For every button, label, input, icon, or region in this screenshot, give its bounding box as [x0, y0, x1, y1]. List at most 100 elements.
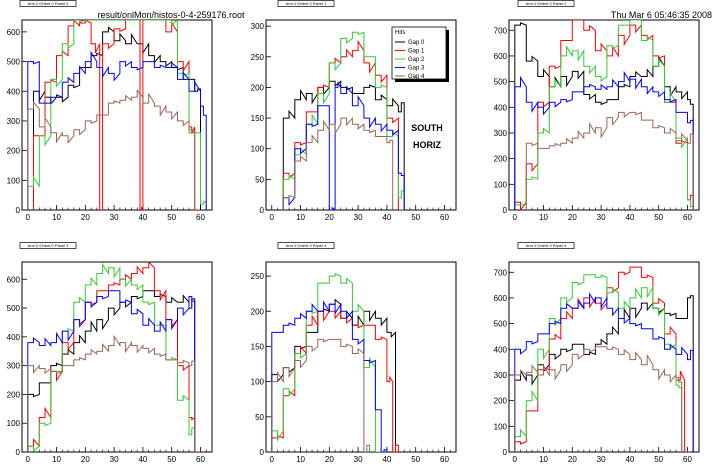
x-tick-label: 10	[296, 455, 305, 464]
y-tick-label: 400	[7, 87, 21, 96]
y-tick-label: 150	[251, 342, 265, 351]
panel-title: Arm 0 Orient 0 Panel 3	[28, 243, 69, 248]
x-tick-label: 30	[354, 213, 363, 222]
x-tick-label: 10	[539, 455, 548, 464]
x-tick-label: 30	[597, 455, 606, 464]
y-tick-label: 200	[251, 83, 265, 92]
series-gap-2-line	[514, 274, 683, 452]
y-tick-label: 500	[494, 78, 508, 87]
series-gap-4-line	[271, 338, 371, 452]
horiz-label: HORIZ	[413, 140, 442, 150]
series-gap-0-line	[27, 290, 196, 452]
plot-frame	[21, 261, 213, 453]
y-tick-label: 300	[494, 371, 508, 380]
x-tick-label: 30	[110, 213, 119, 222]
panel-4: Arm 0 Orient 0 Panel 4 0 10 20 30 40 50 60 0 50 10…	[240, 240, 476, 464]
x-tick-label: 10	[52, 213, 61, 222]
panel-title-box	[517, 242, 575, 249]
series-gap-4-line	[525, 111, 694, 210]
y-tick-label: 500	[7, 58, 21, 67]
x-tick-label: 20	[568, 455, 577, 464]
x-tick-label: 40	[138, 213, 147, 222]
panel-5: Arm 0 Orient 0 Panel 50 10 20 30 40 50 6001002…	[480, 240, 719, 464]
x-tick-label: 60	[683, 455, 692, 464]
panel-frame	[480, 240, 719, 464]
x-tick-label: 60	[440, 213, 449, 222]
x-tick-label: 50	[654, 455, 663, 464]
series-gap-4-line	[514, 346, 683, 452]
y-tick-label: 50	[255, 413, 264, 422]
y-tick-label: 100	[494, 180, 508, 189]
panel-title: Arm 0 Orient 0 Panel 2	[526, 1, 567, 6]
south-label: SOUTH	[411, 123, 443, 133]
series-gap-4-line	[27, 88, 196, 210]
y-tick-label: 0	[503, 448, 508, 457]
x-tick-label: 20	[325, 455, 334, 464]
y-tick-label: 300	[251, 22, 265, 31]
series-gap-3-line	[27, 290, 196, 452]
panel-title-box	[19, 242, 77, 249]
y-tick-label: 400	[7, 333, 21, 342]
legend-title: Hits	[395, 30, 405, 36]
legend-entry-label: Gap 4	[408, 74, 425, 80]
y-tick-label: 100	[494, 422, 508, 431]
panel-title-box	[517, 0, 575, 7]
y-tick-label: 0	[260, 448, 265, 457]
y-tick-label: 200	[7, 147, 21, 156]
plot-frame	[508, 261, 700, 453]
x-tick-label: 50	[167, 213, 176, 222]
legend-entry-label: Gap 1	[408, 49, 425, 55]
x-tick-label: 40	[625, 455, 634, 464]
y-tick-label: 600	[7, 28, 21, 37]
y-tick-label: 100	[251, 378, 265, 387]
y-tick-label: 150	[251, 114, 265, 123]
y-tick-label: 200	[251, 307, 265, 316]
x-tick-label: 60	[440, 455, 449, 464]
x-tick-label: 30	[597, 213, 606, 222]
x-tick-label: 0	[513, 455, 518, 464]
y-tick-label: 200	[7, 390, 21, 399]
series-gap-3-line	[27, 50, 207, 210]
x-tick-label: 20	[81, 213, 90, 222]
x-tick-label: 0	[26, 213, 31, 222]
y-tick-label: 600	[494, 52, 508, 61]
y-tick-label: 250	[251, 53, 265, 62]
x-tick-label: 0	[26, 455, 31, 464]
series-gap-3-line	[514, 292, 694, 452]
y-tick-label: 700	[494, 26, 508, 35]
y-tick-label: 300	[7, 362, 21, 371]
panel-frame	[0, 240, 236, 464]
y-tick-label: 500	[494, 320, 508, 329]
x-tick-label: 40	[625, 213, 634, 222]
x-tick-label: 30	[354, 455, 363, 464]
x-tick-label: 10	[52, 455, 61, 464]
x-tick-label: 50	[167, 455, 176, 464]
legend-entry-label: Gap 2	[408, 57, 425, 63]
y-tick-label: 250	[251, 272, 265, 281]
x-tick-label: 10	[296, 213, 305, 222]
plot-frame	[265, 261, 457, 453]
series-gap-1-line	[27, 262, 201, 452]
x-tick-label: 30	[110, 455, 119, 464]
plot-frame	[265, 19, 457, 211]
x-tick-label: 60	[196, 213, 205, 222]
panel-title-box	[277, 0, 335, 7]
y-tick-label: 600	[7, 275, 21, 284]
x-tick-label: 60	[196, 455, 205, 464]
x-tick-label: 20	[568, 213, 577, 222]
legend-entry-label: Gap 3	[408, 66, 425, 72]
y-tick-label: 400	[494, 345, 508, 354]
panel-title: Arm 0 Orient 0 Panel 5	[526, 243, 567, 248]
x-tick-label: 50	[411, 455, 420, 464]
y-tick-label: 0	[503, 206, 508, 215]
y-tick-label: 0	[16, 206, 21, 215]
y-tick-label: 0	[260, 206, 265, 215]
panel-title: Arm 0 Orient 0 Panel 4	[286, 243, 327, 248]
y-tick-label: 300	[7, 117, 21, 126]
y-tick-label: 200	[494, 155, 508, 164]
x-tick-label: 20	[325, 213, 334, 222]
series-gap-2-line	[514, 20, 694, 210]
y-tick-label: 300	[494, 129, 508, 138]
x-tick-label: 50	[411, 213, 420, 222]
